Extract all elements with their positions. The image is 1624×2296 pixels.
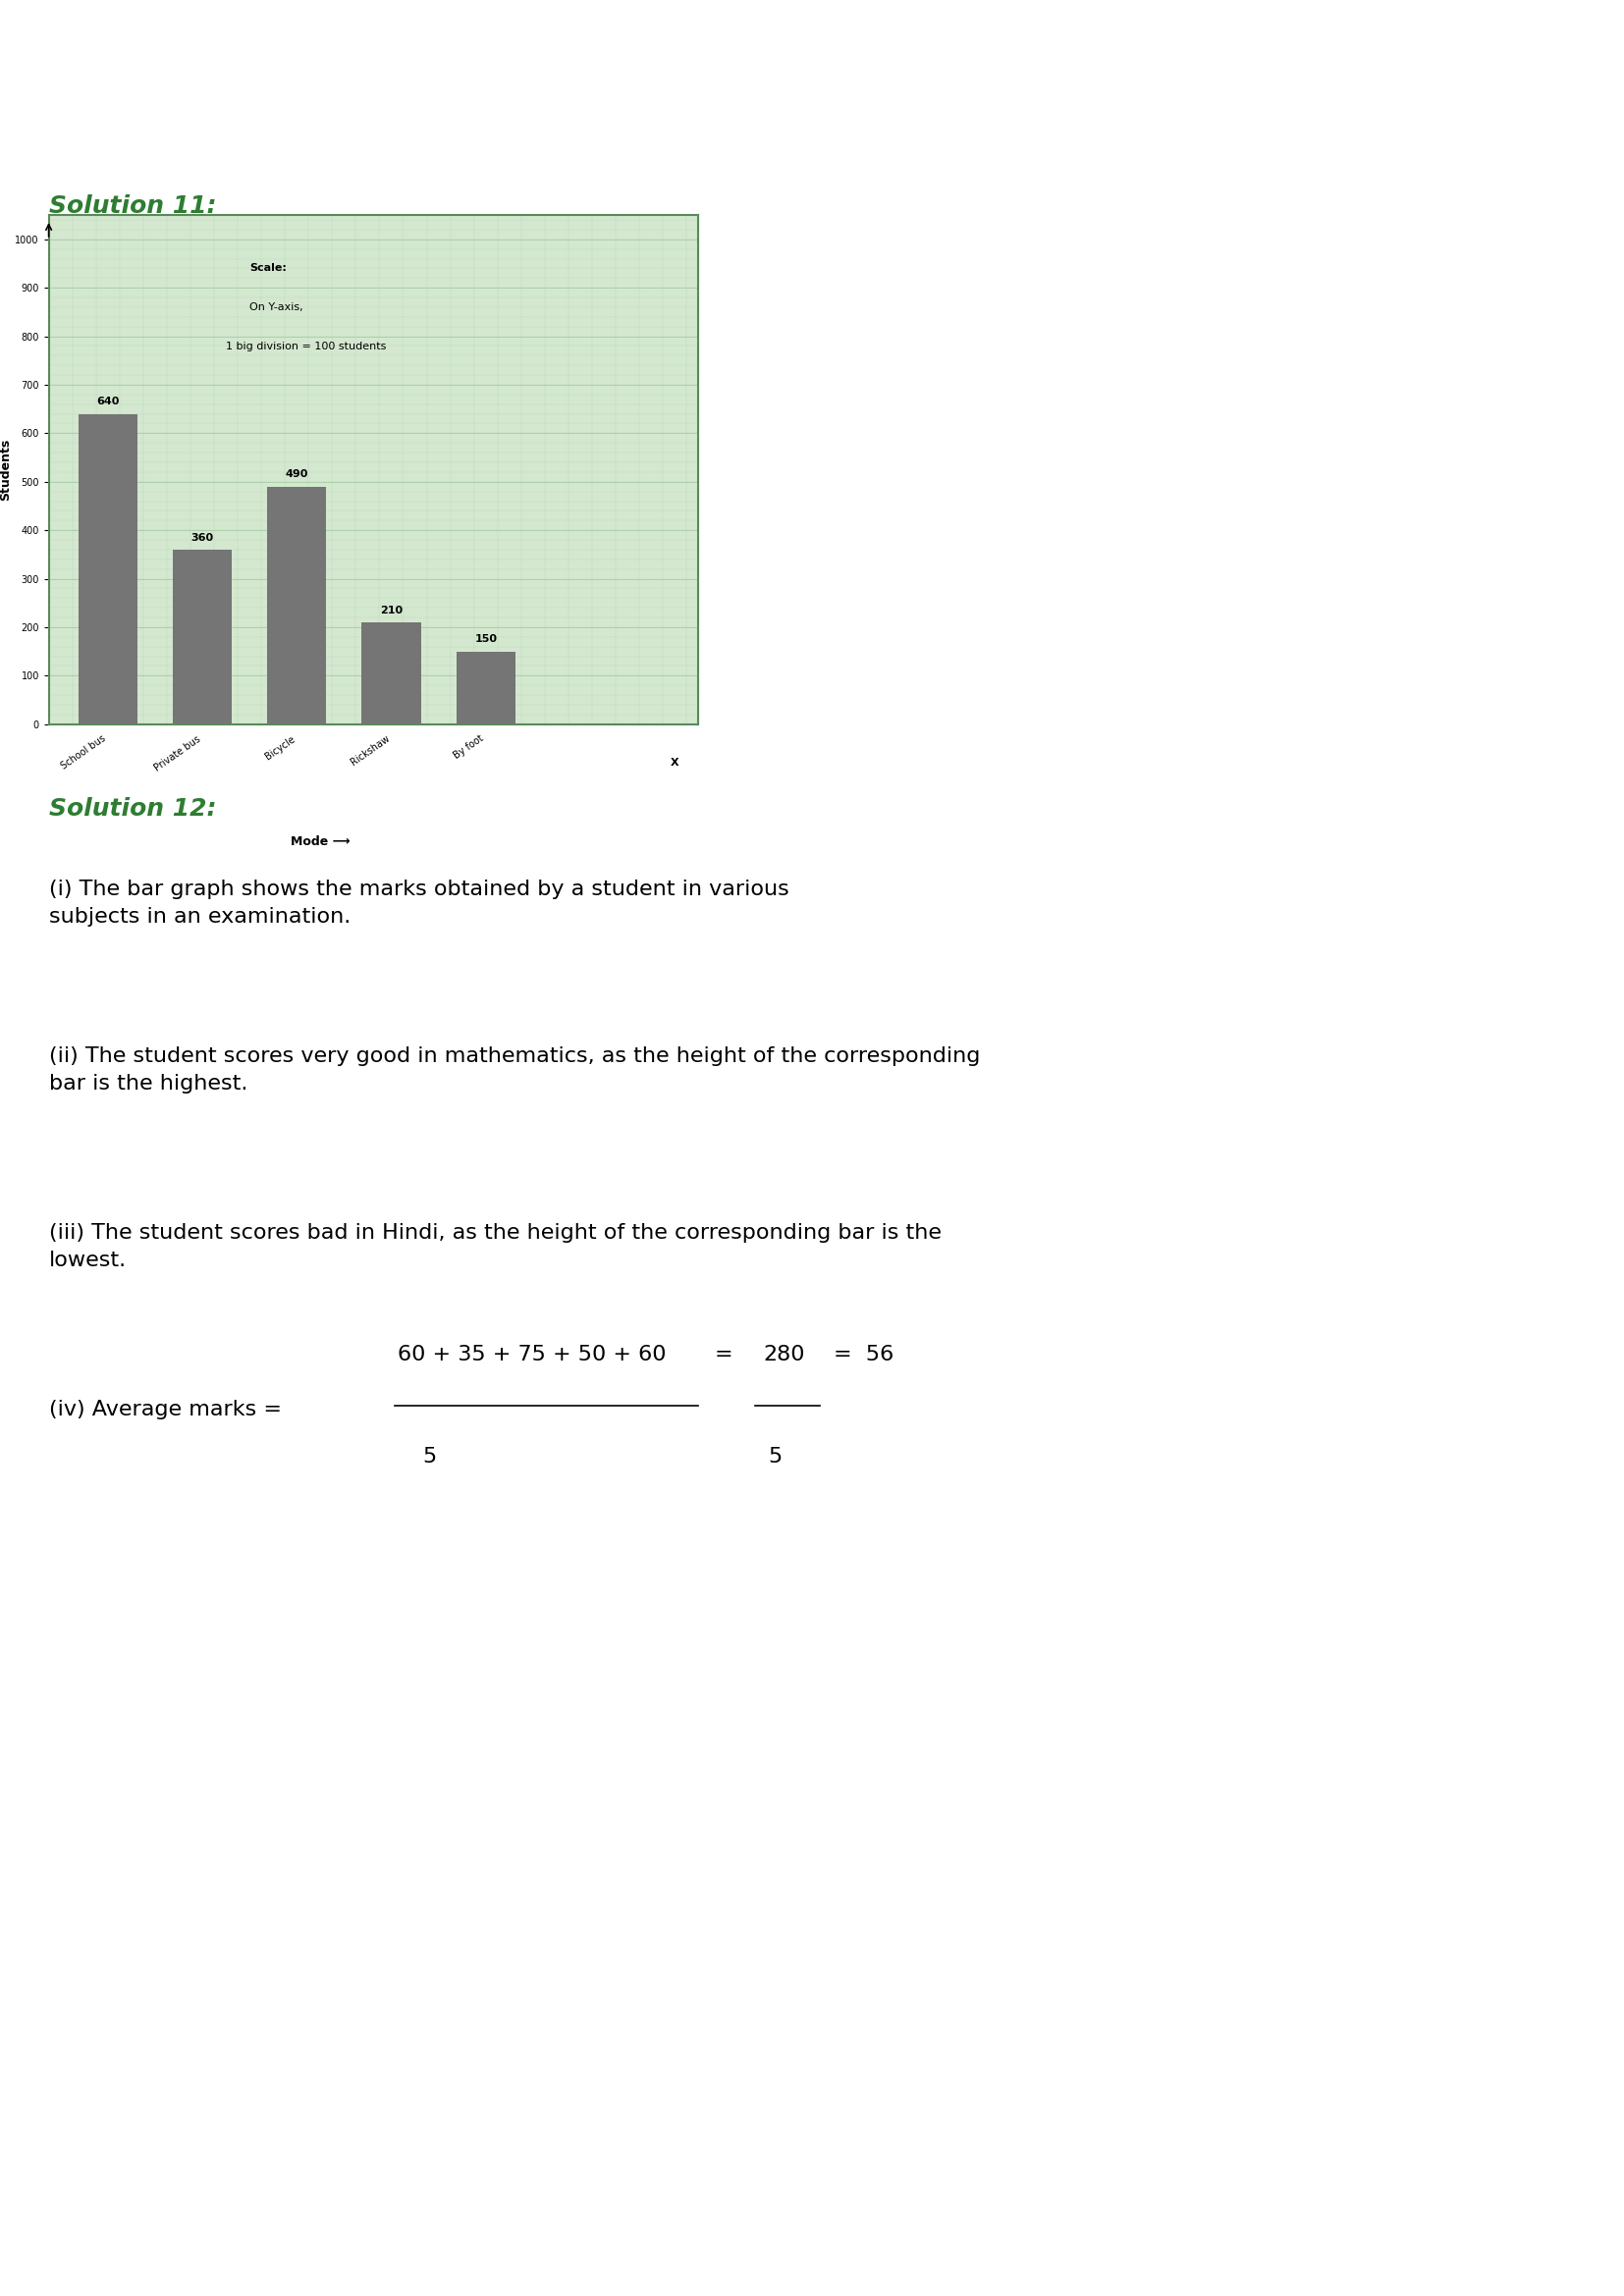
Text: Page 6 of 6: Page 6 of 6	[749, 2248, 875, 2268]
Text: (iii) The student scores bad in Hindi, as the height of the corresponding bar is: (iii) The student scores bad in Hindi, a…	[49, 1224, 942, 1270]
Text: 150: 150	[474, 634, 497, 645]
Bar	[362, 622, 421, 723]
Text: (iv) Average marks =: (iv) Average marks =	[49, 1401, 289, 1419]
Text: =  56: = 56	[833, 1345, 893, 1364]
Text: Mode ⟶: Mode ⟶	[291, 836, 351, 850]
Text: 640: 640	[96, 397, 119, 406]
Text: 210: 210	[380, 606, 403, 615]
Circle shape	[0, 16, 685, 126]
Text: (ii) The student scores very good in mathematics, as the height of the correspon: (ii) The student scores very good in mat…	[49, 1047, 979, 1093]
Text: Scale:: Scale:	[250, 264, 287, 273]
Text: =: =	[715, 1345, 732, 1364]
Text: 5: 5	[768, 1446, 783, 1467]
Text: (i) The bar graph shows the marks obtained by a student in various
subjects in a: (i) The bar graph shows the marks obtain…	[49, 879, 789, 928]
Text: RS Aggarwal Solutions: RS Aggarwal Solutions	[654, 60, 970, 83]
Y-axis label: Students: Students	[0, 439, 13, 501]
Text: 280: 280	[763, 1345, 806, 1364]
Text: On Y-axis,: On Y-axis,	[250, 303, 304, 312]
Text: Solution 12:: Solution 12:	[49, 797, 216, 820]
Bar	[456, 652, 515, 723]
Text: Chapter 17: Bar Graph, Histogram and Frequency Polygon: Chapter 17: Bar Graph, Histogram and Fre…	[455, 106, 1169, 129]
Text: Class - 9: Class - 9	[760, 18, 864, 39]
Text: 5: 5	[422, 1446, 437, 1467]
Bar	[78, 413, 138, 723]
Text: 490: 490	[286, 468, 309, 480]
Text: X: X	[671, 758, 679, 767]
Text: Solution 11:: Solution 11:	[49, 195, 216, 218]
Text: 360: 360	[192, 533, 214, 542]
Text: 60 + 35 + 75 + 50 + 60: 60 + 35 + 75 + 50 + 60	[398, 1345, 666, 1364]
Bar	[172, 549, 232, 723]
Text: 1 big division = 100 students: 1 big division = 100 students	[226, 342, 387, 351]
Bar	[268, 487, 326, 723]
